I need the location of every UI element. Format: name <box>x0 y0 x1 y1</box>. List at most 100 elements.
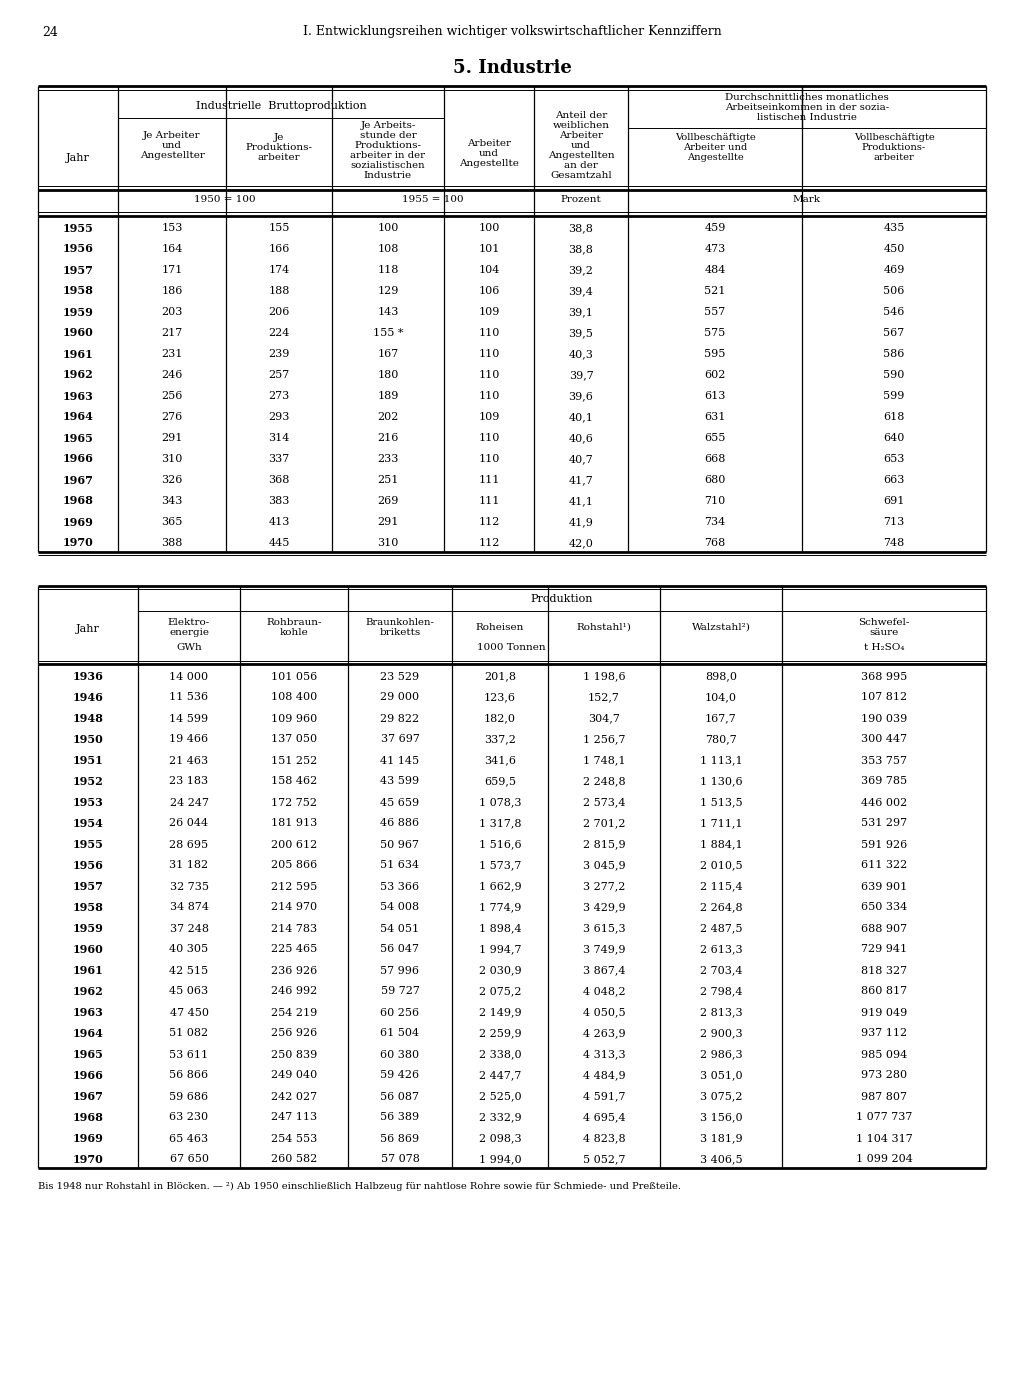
Text: 38,8: 38,8 <box>568 244 594 254</box>
Text: 818 327: 818 327 <box>861 966 907 976</box>
Text: 50 967: 50 967 <box>381 840 420 850</box>
Text: 56 087: 56 087 <box>381 1092 420 1102</box>
Text: 189: 189 <box>377 391 398 401</box>
Text: 2 701,2: 2 701,2 <box>583 819 626 829</box>
Text: 304,7: 304,7 <box>588 714 620 723</box>
Text: 1 113,1: 1 113,1 <box>699 755 742 765</box>
Text: 337: 337 <box>268 455 290 464</box>
Text: 599: 599 <box>884 391 904 401</box>
Text: 180: 180 <box>377 370 398 380</box>
Text: 26 044: 26 044 <box>169 819 209 829</box>
Text: Vollbeschäftigte: Vollbeschäftigte <box>675 133 756 143</box>
Text: 1960: 1960 <box>62 327 93 338</box>
Text: 107 812: 107 812 <box>861 693 907 703</box>
Text: 201,8: 201,8 <box>484 671 516 682</box>
Text: 2 149,9: 2 149,9 <box>478 1008 521 1017</box>
Text: 56 047: 56 047 <box>381 944 420 955</box>
Text: 137 050: 137 050 <box>271 735 317 744</box>
Text: 595: 595 <box>705 349 726 359</box>
Text: 291: 291 <box>162 432 182 444</box>
Text: 1 513,5: 1 513,5 <box>699 797 742 808</box>
Text: 225 465: 225 465 <box>271 944 317 955</box>
Text: 24 247: 24 247 <box>170 797 209 808</box>
Text: 413: 413 <box>268 517 290 527</box>
Text: 118: 118 <box>377 265 398 274</box>
Text: Elektro-: Elektro- <box>168 618 210 626</box>
Text: 29 000: 29 000 <box>381 693 420 703</box>
Text: 5. Industrie: 5. Industrie <box>453 60 571 78</box>
Text: Arbeiter: Arbeiter <box>467 140 511 148</box>
Text: 680: 680 <box>705 475 726 485</box>
Text: 3 045,9: 3 045,9 <box>583 861 626 870</box>
Text: Prozent: Prozent <box>560 195 601 205</box>
Text: 109 960: 109 960 <box>271 714 317 723</box>
Text: 123,6: 123,6 <box>484 693 516 703</box>
Text: 1956: 1956 <box>62 244 93 255</box>
Text: 3 749,9: 3 749,9 <box>583 944 626 955</box>
Text: Jahr: Jahr <box>67 152 90 164</box>
Text: 1 884,1: 1 884,1 <box>699 840 742 850</box>
Text: Angestellter: Angestellter <box>139 151 205 161</box>
Text: 1962: 1962 <box>62 370 93 381</box>
Text: 56 866: 56 866 <box>169 1070 209 1081</box>
Text: 242 027: 242 027 <box>271 1092 317 1102</box>
Text: 611 322: 611 322 <box>861 861 907 870</box>
Text: 1957: 1957 <box>73 881 103 893</box>
Text: und: und <box>479 150 499 158</box>
Text: 1 099 204: 1 099 204 <box>856 1155 912 1164</box>
Text: 166: 166 <box>268 244 290 254</box>
Text: 39,7: 39,7 <box>568 370 593 380</box>
Text: 586: 586 <box>884 349 904 359</box>
Text: 388: 388 <box>162 538 182 547</box>
Text: 247 113: 247 113 <box>271 1113 317 1123</box>
Text: 1963: 1963 <box>62 391 93 402</box>
Text: 3 615,3: 3 615,3 <box>583 923 626 934</box>
Text: I. Entwicklungsreihen wichtiger volkswirtschaftlicher Kennziffern: I. Entwicklungsreihen wichtiger volkswir… <box>303 25 721 39</box>
Text: 326: 326 <box>162 475 182 485</box>
Text: 182,0: 182,0 <box>484 714 516 723</box>
Text: arbeiter: arbeiter <box>258 154 300 162</box>
Text: 39,6: 39,6 <box>568 391 594 401</box>
Text: 1958: 1958 <box>62 286 93 297</box>
Text: 109: 109 <box>478 308 500 317</box>
Text: 46 886: 46 886 <box>381 819 420 829</box>
Text: 67 650: 67 650 <box>170 1155 209 1164</box>
Text: 206: 206 <box>268 308 290 317</box>
Text: 291: 291 <box>377 517 398 527</box>
Text: 158 462: 158 462 <box>271 776 317 786</box>
Text: 40,1: 40,1 <box>568 412 594 421</box>
Text: 51 082: 51 082 <box>169 1028 209 1038</box>
Text: 28 695: 28 695 <box>169 840 209 850</box>
Text: 1965: 1965 <box>62 432 93 444</box>
Text: 668: 668 <box>705 455 726 464</box>
Text: 59 426: 59 426 <box>381 1070 420 1081</box>
Text: 51 634: 51 634 <box>381 861 420 870</box>
Text: 987 807: 987 807 <box>861 1092 907 1102</box>
Text: 40,7: 40,7 <box>568 455 593 464</box>
Text: 233: 233 <box>377 455 398 464</box>
Text: 1 104 317: 1 104 317 <box>856 1134 912 1143</box>
Text: 111: 111 <box>478 496 500 506</box>
Text: 100: 100 <box>377 223 398 233</box>
Text: 41,9: 41,9 <box>568 517 594 527</box>
Text: und: und <box>571 141 591 151</box>
Text: Anteil der: Anteil der <box>555 111 607 121</box>
Text: 1 130,6: 1 130,6 <box>699 776 742 786</box>
Text: 269: 269 <box>377 496 398 506</box>
Text: 459: 459 <box>705 223 726 233</box>
Text: 1 256,7: 1 256,7 <box>583 735 626 744</box>
Text: 591 926: 591 926 <box>861 840 907 850</box>
Text: 205 866: 205 866 <box>271 861 317 870</box>
Text: 214 783: 214 783 <box>271 923 317 934</box>
Text: 2 115,4: 2 115,4 <box>699 881 742 891</box>
Text: 1 994,0: 1 994,0 <box>478 1155 521 1164</box>
Text: 273: 273 <box>268 391 290 401</box>
Text: 39,4: 39,4 <box>568 286 594 297</box>
Text: 40,3: 40,3 <box>568 349 594 359</box>
Text: 190 039: 190 039 <box>861 714 907 723</box>
Text: 729 941: 729 941 <box>861 944 907 955</box>
Text: 181 913: 181 913 <box>271 819 317 829</box>
Text: 41 145: 41 145 <box>381 755 420 765</box>
Text: 1970: 1970 <box>62 538 93 549</box>
Text: 2 248,8: 2 248,8 <box>583 776 626 786</box>
